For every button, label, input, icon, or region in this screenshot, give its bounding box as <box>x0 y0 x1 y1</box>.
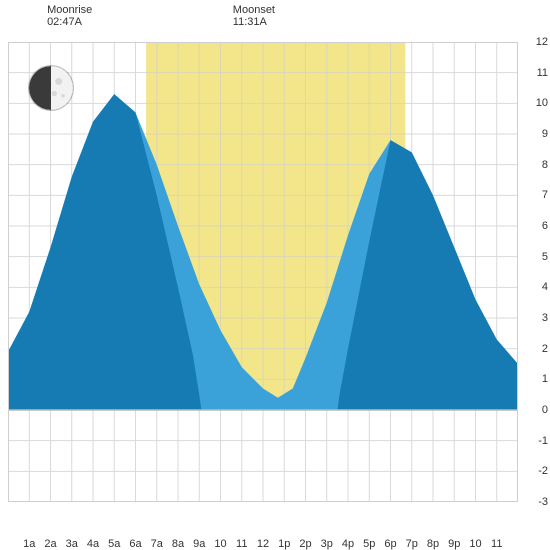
moonset-time: 11:31A <box>233 16 275 28</box>
plot-area <box>8 42 518 502</box>
x-tick-label: 11 <box>491 538 502 550</box>
x-tick-label: 9a <box>193 538 205 550</box>
x-tick-label: 10 <box>469 538 481 550</box>
x-tick-label: 1p <box>278 538 290 550</box>
x-tick-label: 7a <box>151 538 163 550</box>
y-tick-label: -3 <box>538 496 548 508</box>
x-tick-label: 5a <box>108 538 120 550</box>
y-tick-label: 2 <box>542 343 548 355</box>
x-tick-label: 12 <box>257 538 269 550</box>
tide-chart: Moonrise 02:47A Moonset 11:31A -3-2-1012… <box>0 0 550 550</box>
y-tick-label: 6 <box>542 220 548 232</box>
x-tick-label: 3a <box>66 538 78 550</box>
plot-svg <box>8 42 518 502</box>
x-tick-label: 6p <box>384 538 396 550</box>
moonrise-time: 02:47A <box>47 16 92 28</box>
moon-svg <box>29 66 73 110</box>
y-tick-label: 8 <box>542 159 548 171</box>
y-tick-label: -2 <box>538 465 548 477</box>
x-tick-label: 7p <box>406 538 418 550</box>
y-tick-label: 1 <box>542 373 548 385</box>
y-tick-label: 10 <box>536 97 548 109</box>
x-tick-label: 1a <box>23 538 35 550</box>
x-tick-label: 3p <box>321 538 333 550</box>
y-tick-label: 4 <box>542 281 548 293</box>
y-tick-label: 9 <box>542 128 548 140</box>
y-tick-label: -1 <box>538 435 548 447</box>
x-tick-label: 10 <box>214 538 226 550</box>
y-tick-label: 12 <box>536 36 548 48</box>
moonset-label: Moonset 11:31A <box>233 4 275 28</box>
moonrise-title: Moonrise <box>47 4 92 16</box>
x-tick-label: 4p <box>342 538 354 550</box>
y-tick-label: 0 <box>542 404 548 416</box>
x-tick-label: 2p <box>299 538 311 550</box>
x-tick-label: 8p <box>427 538 439 550</box>
x-tick-label: 8a <box>172 538 184 550</box>
moonrise-label: Moonrise 02:47A <box>47 4 92 28</box>
x-tick-label: 9p <box>448 538 460 550</box>
x-tick-label: 5p <box>363 538 375 550</box>
y-tick-label: 3 <box>542 312 548 324</box>
x-tick-label: 4a <box>87 538 99 550</box>
y-tick-label: 7 <box>542 189 548 201</box>
y-tick-label: 5 <box>542 251 548 263</box>
x-tick-label: 11 <box>236 538 247 550</box>
moonset-title: Moonset <box>233 4 275 16</box>
y-tick-label: 11 <box>537 67 548 79</box>
x-tick-label: 2a <box>44 538 56 550</box>
x-tick-label: 6a <box>129 538 141 550</box>
moon-phase-icon <box>29 66 73 110</box>
